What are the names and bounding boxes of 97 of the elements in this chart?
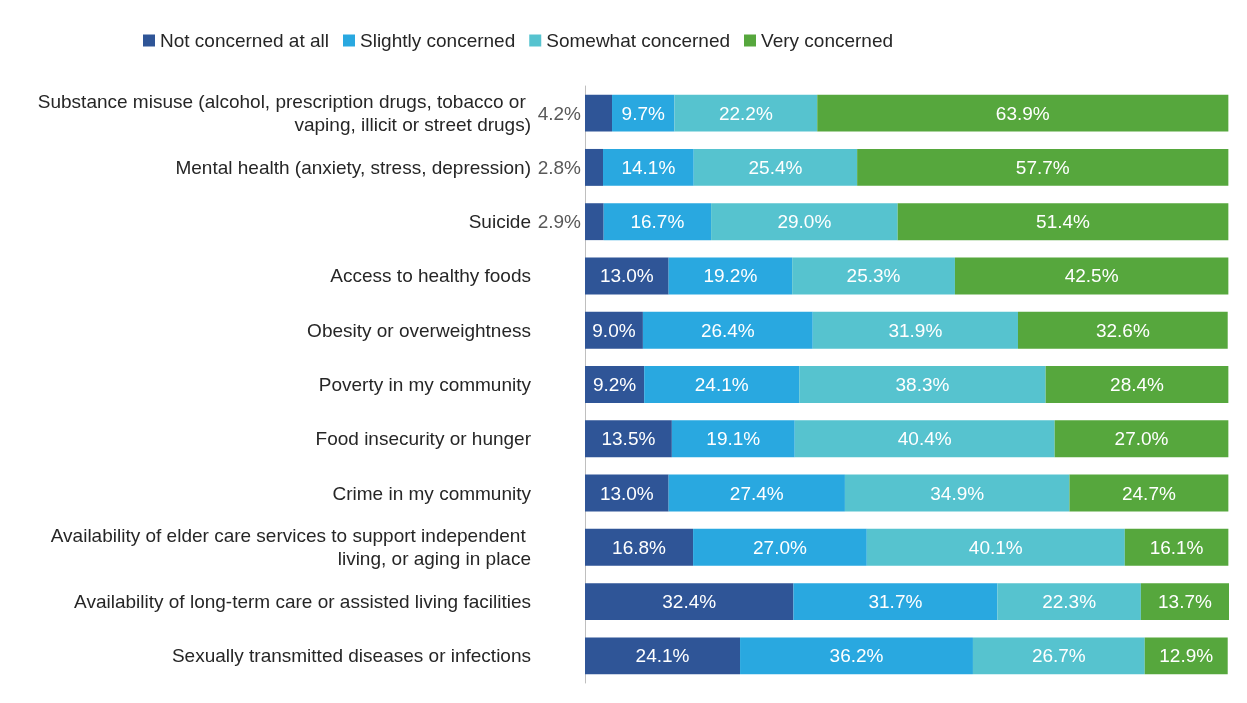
data-label: 24.7% [1121, 482, 1176, 504]
legend-label: Slightly concerned [359, 30, 516, 51]
data-label: 26.7% [1031, 645, 1086, 667]
data-label: 2.9% [537, 211, 582, 233]
data-label: 27.0% [1114, 428, 1169, 450]
bar [585, 94, 613, 132]
data-label: 51.4% [1036, 211, 1091, 233]
data-label: 27.0% [753, 536, 807, 558]
bar [857, 148, 1229, 186]
bar [1124, 528, 1229, 566]
data-label: 13.0% [599, 265, 654, 287]
bar [1045, 366, 1229, 403]
bar [668, 257, 793, 295]
data-label: 19.2% [703, 265, 758, 287]
bar [585, 637, 741, 675]
data-label: 24.1% [635, 645, 690, 667]
legend-label: Very concerned [761, 30, 894, 51]
bar [668, 474, 845, 512]
data-label: 63.9% [995, 102, 1050, 124]
data-label: 32.4% [662, 591, 717, 613]
data-label: 42.5% [1064, 265, 1119, 287]
y-tick-label: Obesity or overweightness [307, 319, 531, 341]
bar [954, 257, 1229, 295]
data-label: 19.1% [706, 428, 761, 450]
data-label: 9.2% [592, 374, 637, 395]
bar [1140, 583, 1229, 621]
bar [997, 583, 1141, 621]
y-tick-label: Availability of long-term care or assisted living facilities [74, 591, 531, 613]
bar [792, 257, 955, 295]
data-label: 25.4% [748, 156, 803, 178]
bar [642, 311, 813, 349]
data-label: 16.8% [612, 536, 667, 558]
data-label: 31.7% [868, 591, 923, 613]
data-label: 13.0% [599, 482, 654, 504]
bar [866, 528, 1125, 566]
bar [585, 583, 794, 621]
data-label: 2.8% [537, 156, 582, 178]
data-label: 13.7% [1157, 591, 1212, 613]
data-label: 27.4% [729, 482, 784, 504]
y-tick-label: Substance misuse (alcohol, prescription drugs, tobacco or vaping, illicit or street drugs) [37, 91, 531, 136]
y-tick-label: Access to healthy foods [330, 265, 531, 287]
bar [585, 528, 694, 566]
data-label: 22.2% [718, 102, 773, 124]
data-label: 14.1% [621, 156, 676, 178]
bar [794, 420, 1055, 458]
data-label: 22.3% [1042, 591, 1097, 613]
bar [711, 203, 898, 241]
bar [603, 148, 694, 186]
bar [1054, 420, 1229, 458]
data-label: 26.4% [700, 319, 755, 341]
legend-label: Not concerned at all [160, 30, 329, 51]
bar [740, 637, 973, 675]
legend-label: Somewhat concerned [546, 30, 731, 51]
bar [693, 148, 858, 186]
bar [812, 311, 1018, 349]
bar [644, 366, 800, 403]
data-label: 4.2% [537, 102, 582, 124]
y-tick-label: Poverty in my community [318, 374, 532, 395]
data-label: 57.7% [1015, 156, 1070, 178]
bar [1017, 311, 1228, 349]
data-label: 40.1% [968, 536, 1023, 558]
data-label: 9.0% [592, 319, 636, 341]
bar [799, 366, 1046, 403]
data-label: 32.6% [1095, 319, 1150, 341]
bar [972, 637, 1145, 675]
data-label: 28.4% [1110, 374, 1165, 395]
data-label: 40.4% [897, 428, 952, 450]
data-label: 38.3% [895, 374, 950, 395]
bar [585, 203, 604, 241]
y-tick-label: Suicide [468, 211, 531, 233]
bar [897, 203, 1229, 241]
data-label: 36.2% [829, 645, 884, 667]
bar [793, 583, 998, 621]
bar [693, 528, 867, 566]
data-label: 29.0% [777, 211, 832, 233]
y-tick-label: Mental health (anxiety, stress, depression) [175, 156, 531, 178]
y-tick-label: Food insecurity or hunger [315, 428, 532, 450]
bar [585, 148, 604, 186]
data-label: 24.1% [694, 374, 749, 395]
bar [585, 420, 672, 458]
data-label: 12.9% [1159, 645, 1214, 667]
y-tick-label: Sexually transmitted diseases or infections [171, 645, 531, 667]
data-label: 31.9% [888, 319, 943, 341]
bar [1069, 474, 1229, 512]
bar [674, 94, 818, 132]
bar [844, 474, 1070, 512]
data-label: 34.9% [930, 482, 985, 504]
y-tick-label: Crime in my community [332, 482, 532, 504]
data-label: 16.7% [630, 211, 685, 233]
bar [671, 420, 795, 458]
data-label: 13.5% [601, 428, 656, 450]
data-label: 9.7% [621, 102, 665, 124]
bar [603, 203, 712, 241]
data-label: 16.1% [1149, 536, 1204, 558]
y-tick-label: Availability of elder care services to support independent living, or aging in place [50, 525, 531, 570]
data-label: 25.3% [846, 265, 901, 287]
bar [817, 94, 1229, 132]
